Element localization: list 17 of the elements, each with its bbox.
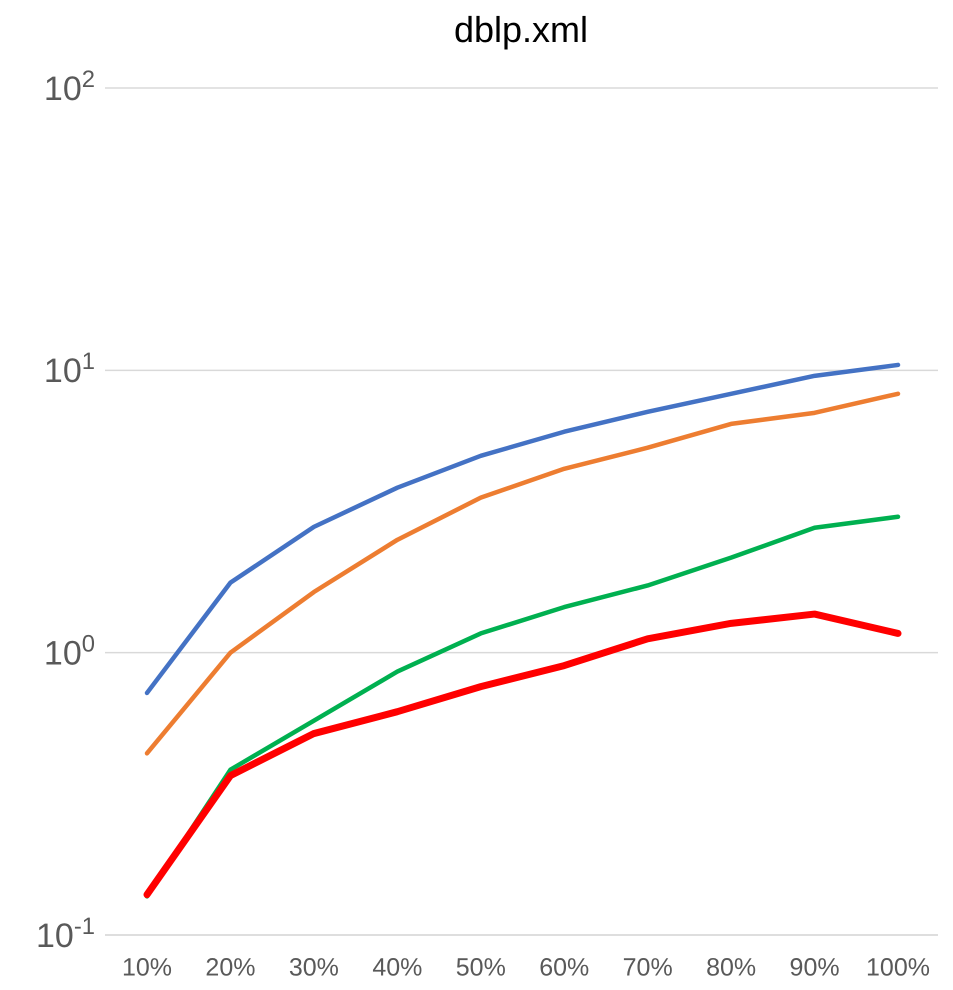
x-tick-label: 80% [706, 954, 756, 982]
x-tick-label: 100% [866, 954, 930, 982]
y-tick-label: 10$^{1}$ [44, 348, 95, 390]
x-tick-label: 20% [205, 954, 256, 982]
x-tick-label: 50% [456, 954, 506, 982]
x-tick-label: 10% [122, 954, 172, 982]
x-tick-label: 40% [372, 954, 422, 982]
x-tick-label: 90% [790, 954, 840, 982]
line-series [144, 392, 900, 756]
x-tick-label: 60% [539, 954, 590, 982]
y-tick-label: 10$^{0}$ [44, 630, 95, 673]
x-tick-label: 30% [288, 954, 339, 982]
chart-title: dblp.xml [454, 9, 588, 50]
y-tick-label: 10$^{2}$ [44, 65, 95, 108]
x-tick-label: 70% [622, 954, 673, 982]
y-tick-label: 10$^{-1}$ [36, 912, 95, 955]
line-series [144, 362, 900, 696]
